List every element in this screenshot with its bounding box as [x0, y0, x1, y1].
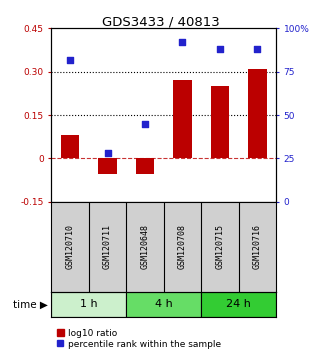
- Point: [67, 57, 73, 62]
- Bar: [126, 292, 201, 317]
- Text: GSM120716: GSM120716: [253, 224, 262, 269]
- Text: GSM120715: GSM120715: [215, 224, 224, 269]
- Bar: [98, 159, 117, 174]
- Bar: [211, 86, 229, 159]
- Text: GSM120648: GSM120648: [141, 224, 150, 269]
- Point: [105, 150, 110, 156]
- Text: time ▶: time ▶: [13, 299, 48, 309]
- Text: 1 h: 1 h: [80, 299, 98, 309]
- Text: GSM120708: GSM120708: [178, 224, 187, 269]
- Text: GSM120711: GSM120711: [103, 224, 112, 269]
- Point: [143, 121, 148, 126]
- Bar: [173, 80, 192, 159]
- Bar: [248, 69, 267, 159]
- Bar: [201, 292, 276, 317]
- Bar: [61, 135, 79, 159]
- Point: [180, 39, 185, 45]
- Text: 24 h: 24 h: [226, 299, 251, 309]
- Text: GSM120710: GSM120710: [65, 224, 74, 269]
- Text: GDS3433 / 40813: GDS3433 / 40813: [102, 16, 219, 29]
- Bar: [135, 159, 154, 174]
- Point: [255, 46, 260, 52]
- Text: 4 h: 4 h: [155, 299, 173, 309]
- Legend: log10 ratio, percentile rank within the sample: log10 ratio, percentile rank within the …: [56, 328, 221, 349]
- Bar: [51, 292, 126, 317]
- Point: [217, 46, 222, 52]
